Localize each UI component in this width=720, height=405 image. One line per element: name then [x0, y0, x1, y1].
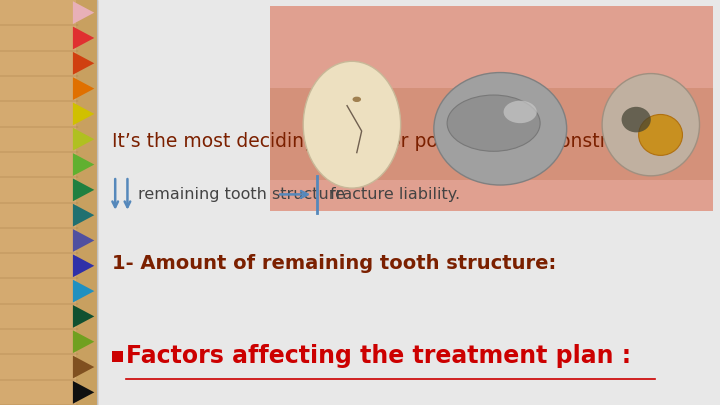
Polygon shape — [73, 27, 94, 49]
Ellipse shape — [503, 101, 537, 123]
Text: remaining tooth structure: remaining tooth structure — [138, 187, 346, 202]
Text: It’s the most deciding factor for post and core construction.: It’s the most deciding factor for post a… — [112, 132, 671, 151]
Bar — [0, 253, 76, 279]
Text: fracture liability.: fracture liability. — [330, 187, 460, 202]
FancyBboxPatch shape — [270, 6, 713, 88]
Polygon shape — [73, 204, 94, 226]
Text: 1- Amount of remaining tooth structure:: 1- Amount of remaining tooth structure: — [112, 254, 556, 273]
Ellipse shape — [621, 107, 651, 132]
Bar — [0, 25, 76, 51]
Polygon shape — [73, 128, 94, 151]
Circle shape — [354, 97, 360, 101]
Polygon shape — [73, 77, 94, 100]
Ellipse shape — [434, 72, 567, 185]
Polygon shape — [73, 179, 94, 201]
Ellipse shape — [602, 74, 700, 176]
Bar — [0, 329, 76, 354]
Bar — [112, 351, 122, 362]
Bar — [0, 228, 76, 253]
Bar — [0, 202, 76, 228]
Bar — [0, 380, 76, 405]
Bar — [0, 304, 76, 329]
Bar — [0, 279, 76, 304]
Bar — [0, 152, 76, 177]
Bar — [0, 101, 76, 126]
Bar — [0, 177, 76, 202]
Polygon shape — [73, 356, 94, 378]
FancyBboxPatch shape — [270, 180, 713, 211]
Bar — [270, 6, 713, 211]
Bar — [0, 354, 76, 380]
Ellipse shape — [447, 95, 540, 151]
Bar — [0, 0, 97, 405]
Polygon shape — [73, 254, 94, 277]
Polygon shape — [73, 280, 94, 303]
Polygon shape — [73, 1, 94, 24]
Bar — [0, 126, 76, 152]
Ellipse shape — [303, 61, 400, 188]
Text: Factors affecting the treatment plan :: Factors affecting the treatment plan : — [126, 344, 631, 369]
Polygon shape — [73, 102, 94, 125]
Polygon shape — [73, 330, 94, 353]
Bar — [0, 51, 76, 76]
Polygon shape — [73, 229, 94, 252]
Ellipse shape — [639, 115, 683, 156]
Bar — [0, 0, 76, 25]
Polygon shape — [73, 153, 94, 176]
Bar — [0, 76, 76, 101]
Polygon shape — [73, 52, 94, 75]
Polygon shape — [73, 305, 94, 328]
Polygon shape — [73, 381, 94, 404]
